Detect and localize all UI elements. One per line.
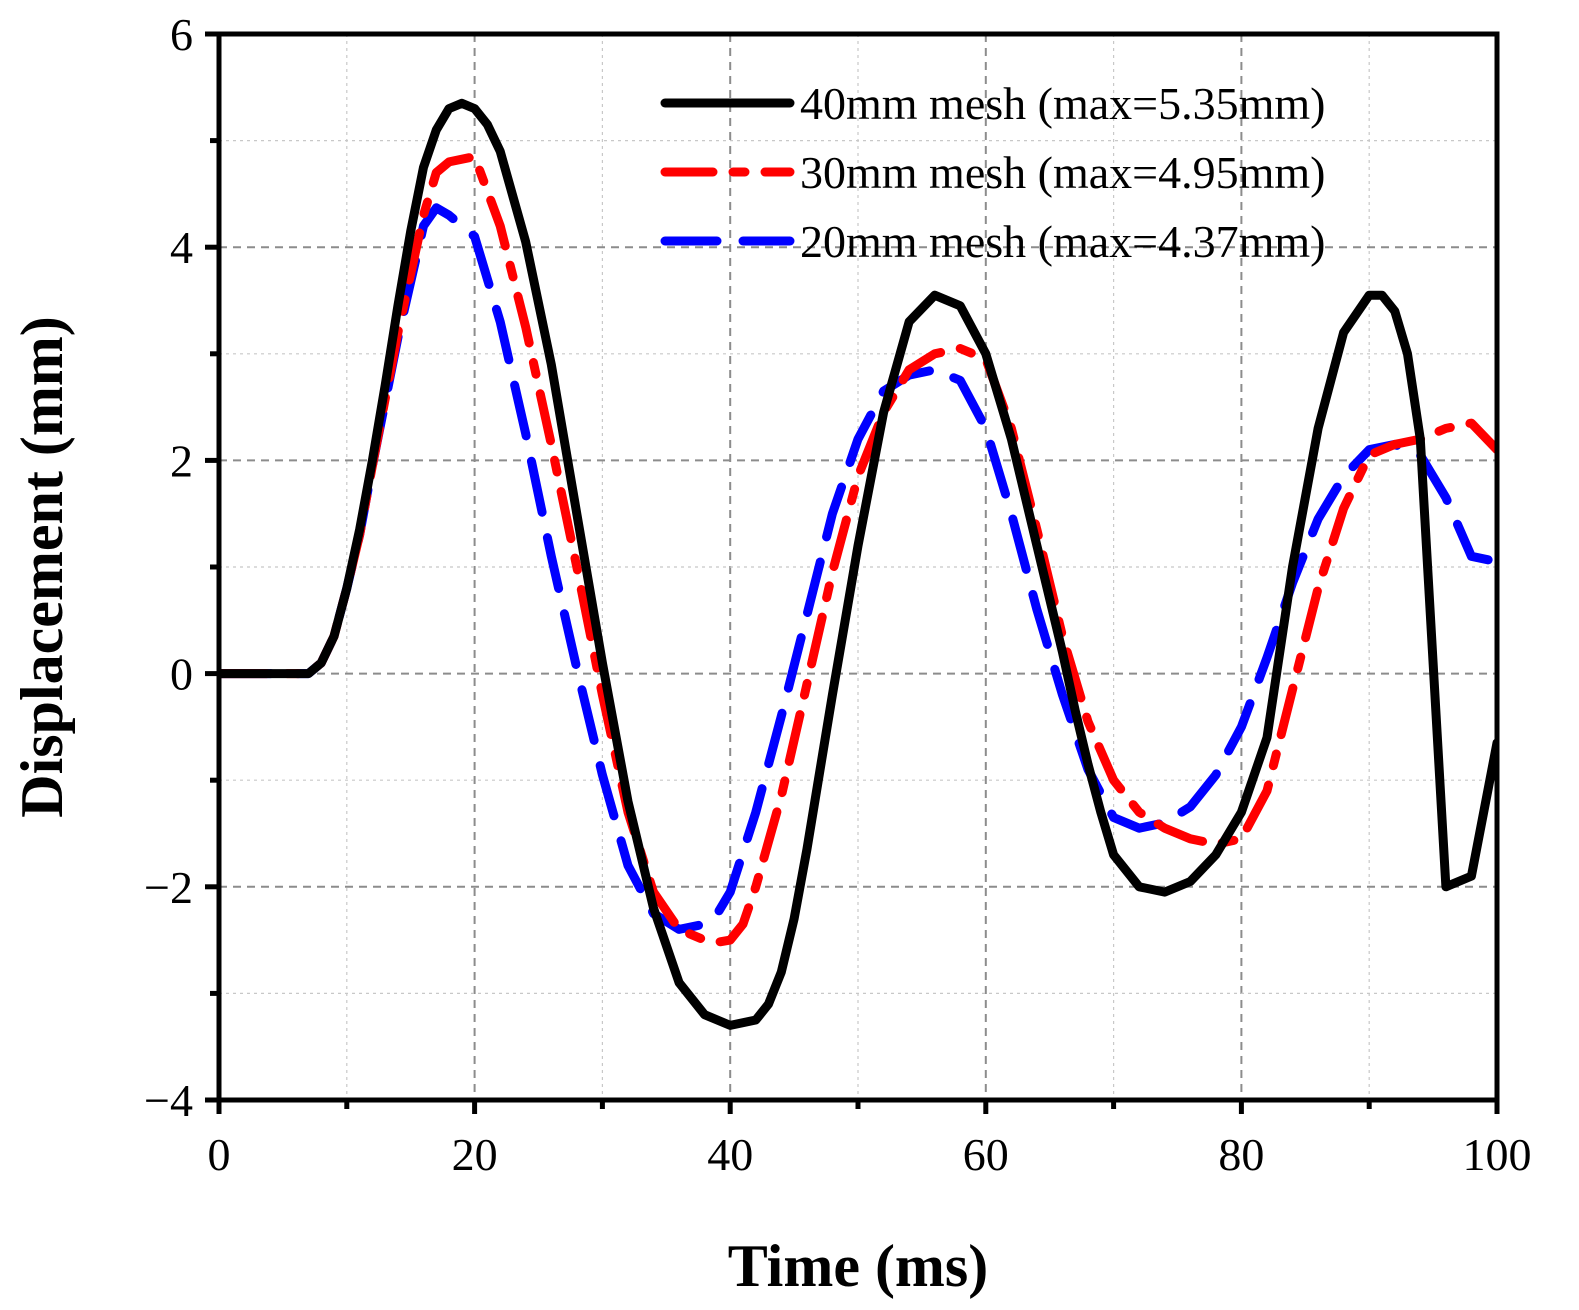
legend-label-1: 30mm mesh (max=4.95mm): [800, 147, 1326, 198]
x-axis-title: Time (ms): [728, 1233, 989, 1299]
tick-labels: 0 20 40 60 80 100 −4 −2 0 2 4 6: [144, 9, 1531, 1180]
legend-label-0: 40mm mesh (max=5.35mm): [800, 78, 1326, 129]
x-tick-label: 20: [452, 1129, 498, 1180]
ticks: [205, 31, 1500, 1114]
series-layer: [219, 98, 1497, 1030]
legend: 40mm mesh (max=5.35mm) 30mm mesh (max=4.9…: [660, 78, 1326, 267]
y-tick-label: 6: [170, 9, 193, 60]
legend-label-2: 20mm mesh (max=4.37mm): [800, 216, 1326, 267]
x-tick-label: 80: [1218, 1129, 1264, 1180]
x-tick-label: 40: [707, 1129, 753, 1180]
y-axis-title: Displacement (mm): [9, 316, 75, 818]
grid: [218, 33, 1498, 1101]
x-tick-label: 0: [208, 1129, 231, 1180]
series-line-0: [219, 98, 1497, 1030]
x-tick-label: 100: [1463, 1129, 1532, 1180]
series-line-2: [219, 203, 1497, 934]
x-tick-label: 60: [963, 1129, 1009, 1180]
y-tick-label: 4: [170, 222, 193, 273]
y-tick-label: 0: [170, 649, 193, 700]
y-tick-label: 2: [170, 435, 193, 486]
y-tick-label: −2: [144, 862, 193, 913]
series-line-1: [219, 152, 1497, 947]
y-tick-label: −4: [144, 1075, 193, 1126]
